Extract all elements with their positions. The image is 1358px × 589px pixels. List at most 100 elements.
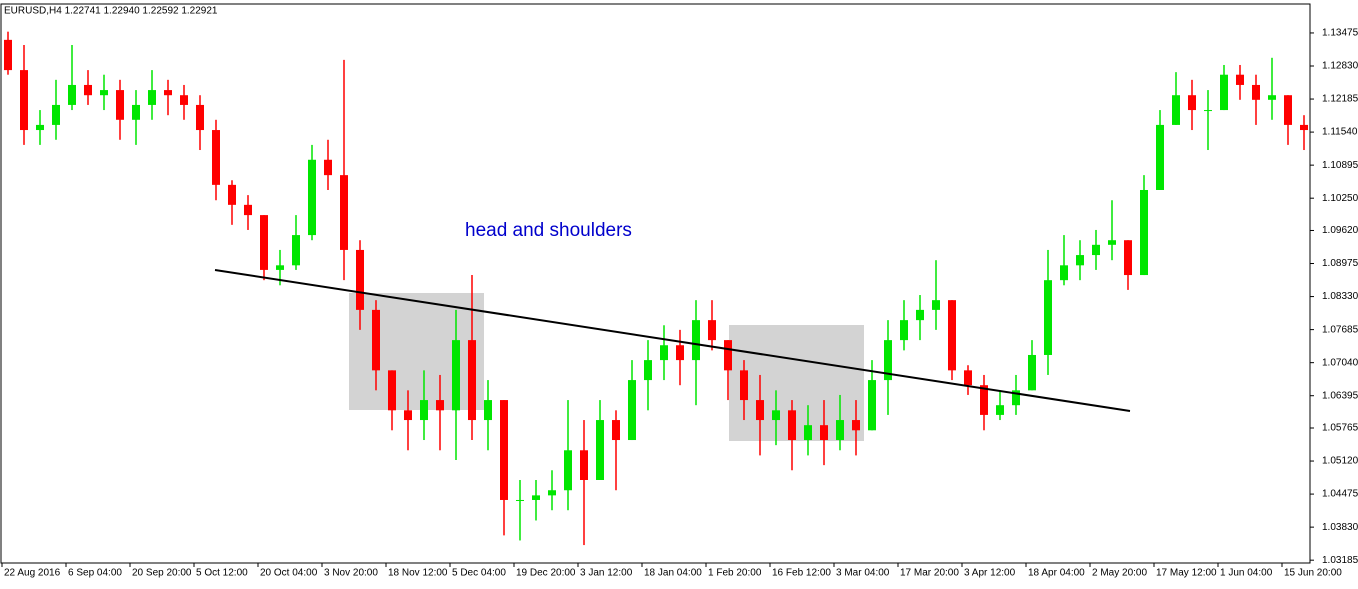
candle-body (1252, 84, 1260, 100)
x-tick-label: 3 Apr 12:00 (964, 568, 1016, 579)
candle-body (1060, 265, 1068, 281)
candle-body (1172, 95, 1180, 125)
candle-body (836, 420, 844, 441)
candle-body (4, 39, 12, 71)
candle-body (644, 360, 652, 381)
y-tick-label: 1.13475 (1322, 28, 1358, 39)
pattern-highlights (349, 293, 864, 441)
candle-body (980, 385, 988, 415)
candle-body (596, 420, 604, 480)
candle-body (388, 370, 396, 411)
candle-body (1044, 280, 1052, 355)
x-tick-label: 16 Feb 12:00 (772, 568, 831, 579)
candle-body (628, 380, 636, 441)
candle-body (964, 370, 972, 386)
x-tick-label: 20 Sep 20:00 (132, 568, 192, 579)
candle-body (772, 410, 780, 421)
candle-body (212, 130, 220, 185)
candle-body (340, 175, 348, 250)
y-tick-label: 1.03830 (1322, 522, 1358, 533)
candle-body (484, 400, 492, 421)
y-tick-label: 1.11540 (1322, 127, 1358, 138)
candle-body (292, 235, 300, 266)
left-shoulder-box (349, 293, 484, 410)
candle-body (1236, 74, 1244, 85)
candle-body (516, 499, 524, 501)
y-tick-label: 1.08975 (1322, 258, 1358, 269)
candle-body (884, 340, 892, 381)
candle-body (740, 370, 748, 401)
candle-body (1012, 390, 1020, 406)
candle-body (36, 124, 44, 131)
y-tick-label: 1.08330 (1322, 291, 1358, 302)
candle-body (932, 300, 940, 310)
x-tick-label: 18 Apr 04:00 (1028, 568, 1085, 579)
candle-body (1140, 189, 1148, 276)
y-tick-label: 1.09620 (1322, 225, 1358, 236)
y-tick-label: 1.10895 (1322, 160, 1358, 171)
candle-body (20, 70, 28, 131)
x-tick-label: 1 Feb 20:00 (708, 568, 762, 579)
candle-body (52, 104, 60, 125)
candle-body (244, 204, 252, 216)
candle-body (436, 400, 444, 411)
candle-body (724, 340, 732, 371)
candle-body (788, 410, 796, 441)
x-tick-label: 3 Jan 12:00 (580, 568, 633, 579)
x-tick-label: 22 Aug 2016 (4, 568, 61, 579)
candle-body (548, 490, 556, 496)
x-tick-label: 5 Dec 04:00 (452, 568, 506, 579)
candle-body (1204, 110, 1212, 112)
candle-body (468, 340, 476, 421)
x-tick-label: 3 Nov 20:00 (324, 568, 378, 579)
x-tick-label: 18 Nov 12:00 (388, 568, 448, 579)
candle-body (900, 320, 908, 341)
candle-body (132, 104, 140, 120)
x-tick-label: 20 Oct 04:00 (260, 568, 318, 579)
candle-body (228, 184, 236, 205)
x-tick-label: 2 May 20:00 (1092, 568, 1147, 579)
candle-body (1108, 240, 1116, 245)
y-tick-label: 1.05765 (1322, 423, 1358, 434)
x-tick-label: 17 May 12:00 (1156, 568, 1217, 579)
y-tick-label: 1.06395 (1322, 390, 1358, 401)
candle-body (916, 309, 924, 321)
candle-body (100, 90, 108, 96)
candle-body (820, 425, 828, 441)
x-tick-label: 17 Mar 20:00 (900, 568, 959, 579)
axes: 1.13475 1.12830 1.12185 1.11540 1.10895 1.102… (1, 28, 1358, 579)
chart-title: EURUSD,H4 1.22741 1.22940 1.22592 1.2292… (4, 6, 218, 17)
candle-body (1188, 95, 1196, 111)
candle-body (804, 425, 812, 441)
candle-body (1124, 240, 1132, 276)
candle-body (1300, 124, 1308, 131)
candle-body (948, 300, 956, 371)
y-tick-label: 1.03185 (1322, 555, 1358, 566)
candle-body (84, 84, 92, 96)
y-tick-label: 1.10250 (1322, 193, 1358, 204)
candle-body (452, 340, 460, 411)
y-tick-label: 1.12185 (1322, 94, 1358, 105)
candle-body (196, 104, 204, 131)
candle-body (1268, 95, 1276, 100)
x-tick-label: 1 Jun 04:00 (1220, 568, 1273, 579)
candle-body (996, 405, 1004, 415)
y-tick-label: 1.05120 (1322, 456, 1358, 467)
candle-body (1092, 244, 1100, 256)
candle-body (404, 410, 412, 421)
x-tick-label: 15 Jun 20:00 (1284, 568, 1342, 579)
candle-body (708, 320, 716, 341)
annotation: head and shoulders (465, 220, 632, 241)
candle-body (148, 90, 156, 105)
x-tick-label: 3 Mar 04:00 (836, 568, 890, 579)
y-tick-label: 1.07685 (1322, 324, 1358, 335)
candle-body (1028, 354, 1036, 391)
candle-body (68, 84, 76, 105)
candle-body (420, 400, 428, 421)
neckline (214, 269, 1131, 412)
x-tick-label: 5 Oct 12:00 (196, 568, 248, 579)
candle-body (260, 215, 268, 270)
candle-body (612, 420, 620, 441)
